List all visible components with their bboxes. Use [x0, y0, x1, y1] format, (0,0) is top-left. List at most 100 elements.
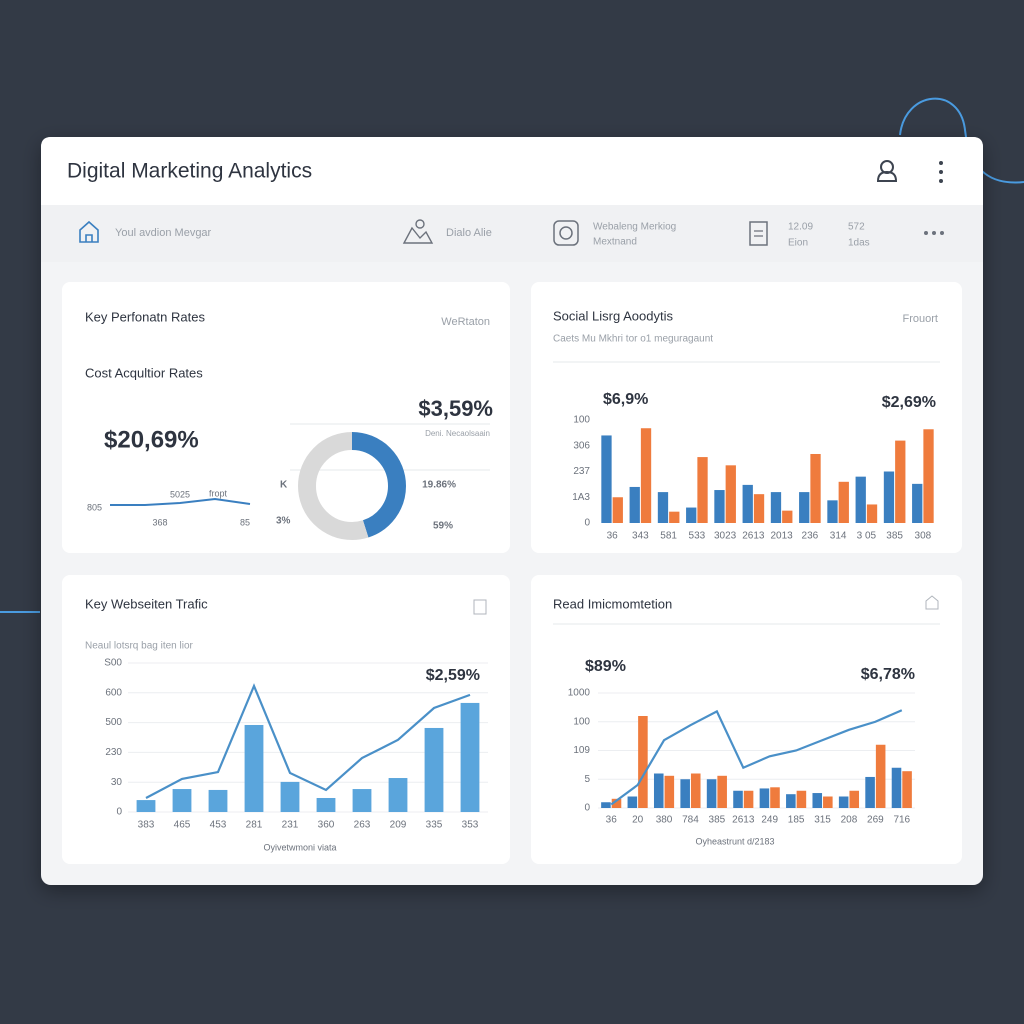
nav-icon[interactable]	[415, 219, 425, 229]
nav-icon[interactable]	[402, 226, 434, 244]
menu-icon[interactable]	[939, 161, 943, 183]
x-tick-label: 383	[138, 820, 155, 831]
y-tick-label: 1000	[568, 688, 591, 699]
bar	[796, 790, 807, 808]
bar	[612, 497, 623, 523]
x-tick-label: 236	[802, 531, 819, 542]
panel-icon[interactable]	[473, 599, 487, 615]
x-tick-label: 3 05	[857, 531, 877, 542]
decoration	[899, 97, 1024, 184]
panel-title: Key Perfonatn Rates	[85, 309, 205, 324]
nav-label[interactable]: 572	[848, 222, 865, 233]
bar	[653, 773, 664, 808]
x-tick-label: 36	[607, 531, 619, 542]
donut-label: 59%	[433, 521, 453, 532]
donut-label: K	[280, 480, 288, 491]
nav-icon[interactable]	[553, 220, 579, 246]
x-tick-label: 2613	[732, 815, 755, 826]
x-tick-label: 281	[246, 820, 263, 831]
bar	[316, 797, 336, 812]
bar	[640, 428, 652, 523]
y-tick-label: 237	[573, 466, 590, 477]
bar	[895, 440, 906, 523]
x-tick-label: 385	[709, 815, 726, 826]
bar	[657, 492, 669, 523]
y-tick-label: 30	[111, 777, 123, 788]
bar	[714, 490, 725, 523]
panel-title: Social Lisrg Aoodytis	[553, 308, 673, 323]
y-tick-label: S00	[104, 658, 122, 669]
header-title: Digital Marketing Analytics	[67, 160, 312, 183]
more-icon[interactable]	[924, 231, 944, 235]
bar	[460, 702, 480, 812]
bar	[827, 500, 838, 523]
x-tick-label: 209	[390, 820, 407, 831]
bar	[680, 779, 690, 808]
x-tick-label: 263	[354, 820, 371, 831]
nav-icon[interactable]	[79, 220, 99, 243]
y-tick-label: 100	[573, 716, 590, 727]
x-tick-label: 716	[893, 815, 910, 826]
panel-subtitle: Neaul lotsrq bag iten lior	[85, 641, 194, 652]
x-tick-label: 465	[174, 820, 191, 831]
y-tick-label: 100	[573, 415, 590, 426]
bar	[706, 779, 717, 808]
panel-action[interactable]: WeRtaton	[441, 316, 490, 328]
nav-label[interactable]: Dialo Alie	[446, 227, 492, 239]
sparkline	[110, 497, 251, 506]
bar	[782, 510, 793, 523]
x-tick-label: 185	[788, 815, 805, 826]
bar	[866, 504, 878, 523]
annotation: $6,78%	[861, 666, 915, 683]
x-tick-label: 353	[462, 820, 479, 831]
panel	[531, 282, 962, 553]
panel-action[interactable]: Frouort	[903, 313, 938, 325]
user-icon[interactable]	[876, 170, 898, 182]
bar	[601, 802, 611, 808]
bar	[838, 481, 849, 523]
x-tick-label: 533	[689, 531, 706, 542]
donut-caption: Deni. Necaolsaain	[425, 429, 490, 438]
bar	[172, 789, 192, 812]
bar	[725, 465, 736, 523]
y-tick-label: 230	[105, 747, 122, 758]
bar	[690, 773, 701, 808]
y-tick-label: 5	[584, 774, 590, 785]
nav-icon[interactable]	[559, 226, 573, 240]
nav-sublabel: 1das	[848, 238, 870, 249]
nav-label[interactable]: 12.09	[788, 222, 813, 233]
bar	[208, 789, 228, 812]
bar	[742, 484, 753, 523]
line	[145, 683, 471, 799]
bar	[697, 457, 708, 523]
bar	[923, 429, 934, 523]
bar	[424, 727, 444, 812]
y-tick-label: 1A3	[572, 492, 590, 503]
annotation: $89%	[585, 658, 626, 675]
bar	[799, 492, 810, 523]
donut-label: 3%	[276, 516, 291, 527]
panel-icon[interactable]	[925, 595, 939, 610]
bar	[883, 471, 895, 523]
panel-title: Read Imicmomtetion	[553, 596, 672, 611]
donut-segment	[298, 432, 406, 540]
bar	[352, 789, 372, 812]
nav-label[interactable]: Webaleng Merkiog	[593, 222, 676, 233]
bar	[770, 787, 780, 808]
bar	[902, 771, 912, 808]
bar	[823, 796, 833, 808]
headline: $20,69%	[104, 426, 199, 453]
bar	[812, 793, 823, 808]
nav-icon[interactable]	[749, 221, 768, 246]
bar	[875, 744, 886, 808]
nav-label[interactable]: Youl avdion Mevgar	[115, 227, 212, 239]
bar	[280, 781, 300, 812]
x-tick-label: 380	[656, 815, 673, 826]
bar	[669, 511, 680, 523]
y-tick-label: 0	[584, 803, 590, 814]
x-tick-label: 385	[886, 531, 903, 542]
nav-icon	[754, 230, 763, 237]
y-tick-label: 500	[105, 717, 122, 728]
annotation: $2,69%	[882, 394, 936, 411]
